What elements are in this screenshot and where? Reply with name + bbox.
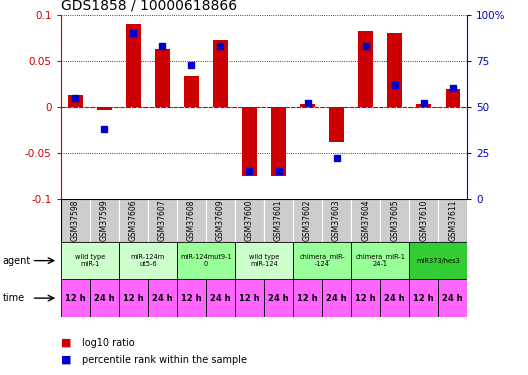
Text: GSM37606: GSM37606 bbox=[129, 200, 138, 241]
Bar bbox=[293, 279, 322, 317]
Bar bbox=[90, 279, 119, 317]
Text: chimera_miR-1
24-1: chimera_miR-1 24-1 bbox=[355, 254, 405, 267]
Text: GSM37600: GSM37600 bbox=[245, 200, 254, 241]
Bar bbox=[417, 104, 431, 107]
Text: 12 h: 12 h bbox=[181, 294, 202, 303]
Text: 24 h: 24 h bbox=[152, 294, 173, 303]
Bar bbox=[235, 279, 264, 317]
Bar bbox=[126, 24, 140, 107]
Text: GSM37604: GSM37604 bbox=[361, 200, 370, 241]
Bar bbox=[388, 33, 402, 107]
Bar bbox=[61, 199, 90, 242]
Bar bbox=[119, 199, 148, 242]
Text: 12 h: 12 h bbox=[413, 294, 434, 303]
Text: GSM37607: GSM37607 bbox=[158, 200, 167, 241]
Bar bbox=[68, 95, 82, 107]
Text: GSM37610: GSM37610 bbox=[419, 200, 428, 241]
Bar bbox=[184, 76, 199, 107]
Text: miR-124m
ut5-6: miR-124m ut5-6 bbox=[131, 254, 165, 267]
Text: miR373/hes3: miR373/hes3 bbox=[417, 258, 460, 264]
Bar bbox=[271, 107, 286, 176]
Text: GSM37602: GSM37602 bbox=[303, 200, 312, 241]
Text: chimera_miR-
-124: chimera_miR- -124 bbox=[299, 254, 345, 267]
Bar bbox=[351, 242, 409, 279]
Bar bbox=[359, 31, 373, 107]
Text: GSM37609: GSM37609 bbox=[216, 200, 225, 241]
Text: 24 h: 24 h bbox=[442, 294, 463, 303]
Bar bbox=[293, 199, 322, 242]
Bar bbox=[177, 199, 206, 242]
Bar bbox=[322, 279, 351, 317]
Text: miR-124mut9-1
0: miR-124mut9-1 0 bbox=[180, 254, 232, 267]
Bar bbox=[242, 107, 257, 176]
Text: GSM37608: GSM37608 bbox=[187, 200, 196, 241]
Bar bbox=[235, 242, 293, 279]
Bar bbox=[213, 40, 228, 107]
Bar bbox=[300, 104, 315, 107]
Bar bbox=[177, 242, 235, 279]
Bar bbox=[264, 199, 293, 242]
Bar bbox=[61, 242, 119, 279]
Text: time: time bbox=[3, 293, 25, 303]
Text: wild type
miR-1: wild type miR-1 bbox=[74, 254, 105, 267]
Text: 12 h: 12 h bbox=[123, 294, 144, 303]
Bar bbox=[235, 199, 264, 242]
Bar bbox=[148, 279, 177, 317]
Text: 12 h: 12 h bbox=[297, 294, 318, 303]
Text: agent: agent bbox=[3, 256, 31, 266]
Bar bbox=[351, 199, 380, 242]
Bar bbox=[322, 199, 351, 242]
Text: 24 h: 24 h bbox=[94, 294, 115, 303]
Bar bbox=[409, 279, 438, 317]
Bar bbox=[119, 242, 177, 279]
Text: GSM37611: GSM37611 bbox=[448, 200, 457, 241]
Bar bbox=[438, 279, 467, 317]
Bar bbox=[409, 242, 467, 279]
Bar bbox=[351, 279, 380, 317]
Text: wild type
miR-124: wild type miR-124 bbox=[249, 254, 279, 267]
Text: 24 h: 24 h bbox=[210, 294, 231, 303]
Bar bbox=[206, 199, 235, 242]
Bar bbox=[148, 199, 177, 242]
Bar bbox=[329, 107, 344, 142]
Text: GSM37601: GSM37601 bbox=[274, 200, 283, 241]
Bar bbox=[380, 279, 409, 317]
Text: 12 h: 12 h bbox=[355, 294, 376, 303]
Text: 24 h: 24 h bbox=[384, 294, 405, 303]
Text: GSM37605: GSM37605 bbox=[390, 200, 399, 241]
Text: 12 h: 12 h bbox=[65, 294, 86, 303]
Text: GSM37599: GSM37599 bbox=[100, 200, 109, 241]
Bar bbox=[380, 199, 409, 242]
Bar bbox=[119, 279, 148, 317]
Text: 24 h: 24 h bbox=[268, 294, 289, 303]
Bar bbox=[155, 49, 169, 107]
Text: 24 h: 24 h bbox=[326, 294, 347, 303]
Bar bbox=[61, 279, 90, 317]
Bar bbox=[409, 199, 438, 242]
Text: log10 ratio: log10 ratio bbox=[82, 338, 135, 348]
Bar bbox=[97, 107, 111, 109]
Bar bbox=[264, 279, 293, 317]
Text: GSM37598: GSM37598 bbox=[71, 200, 80, 241]
Bar bbox=[446, 88, 460, 107]
Bar bbox=[438, 199, 467, 242]
Text: 12 h: 12 h bbox=[239, 294, 260, 303]
Bar bbox=[177, 279, 206, 317]
Text: ■: ■ bbox=[61, 338, 71, 348]
Bar bbox=[90, 199, 119, 242]
Bar bbox=[206, 279, 235, 317]
Text: GSM37603: GSM37603 bbox=[332, 200, 341, 241]
Text: percentile rank within the sample: percentile rank within the sample bbox=[82, 355, 247, 365]
Bar bbox=[293, 242, 351, 279]
Text: GDS1858 / 10000618866: GDS1858 / 10000618866 bbox=[61, 0, 237, 12]
Text: ■: ■ bbox=[61, 355, 71, 365]
